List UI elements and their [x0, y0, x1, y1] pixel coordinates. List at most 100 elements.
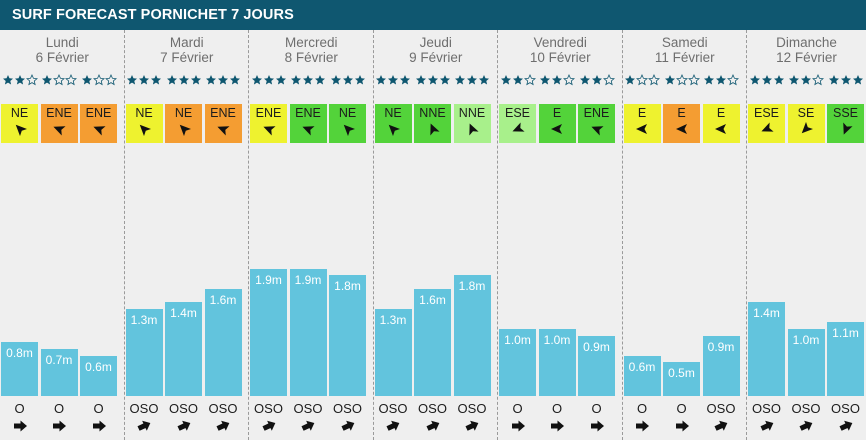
- wind-direction-label: ENE: [255, 106, 282, 120]
- swell-arrow-icon: [590, 420, 604, 432]
- wind-box: NE: [374, 104, 412, 143]
- page-title: SURF FORECAST PORNICHET 7 JOURS: [0, 0, 866, 30]
- day-date: 12 Février: [776, 50, 837, 65]
- star-filled-icon: [303, 75, 313, 85]
- swell-arrow: [624, 419, 661, 433]
- wave-height-bar: 1.6m: [414, 289, 451, 396]
- wave-height-bar: 0.5m: [663, 362, 700, 396]
- forecast-slot: ENE 0.9m O: [578, 30, 615, 440]
- wave-height-bar: 1.0m: [538, 329, 576, 396]
- wave-height-bar: 0.9m: [702, 336, 740, 396]
- day-column: Samedi 11 Février E 0.6m O E 0.5m O E 0.9m OSO: [622, 30, 747, 440]
- star-filled-icon: [552, 75, 562, 85]
- swell-arrow: [788, 419, 825, 433]
- swell-arrow-icon: [465, 420, 479, 431]
- forecast-slot: NNE 1.8m OSO: [453, 30, 491, 440]
- wave-height-label: 0.5m: [668, 366, 695, 380]
- wave-height-bar: 0.8m: [1, 342, 38, 396]
- day-date: 9 Février: [409, 50, 463, 65]
- wave-height-label: 1.9m: [294, 273, 322, 287]
- wind-box: NE: [165, 104, 202, 143]
- wave-height-label: 1.0m: [504, 333, 531, 347]
- wind-box: ENE: [204, 104, 242, 143]
- forecast-slot: NE 1.3m OSO: [125, 30, 163, 440]
- star-empty-icon: [687, 74, 700, 86]
- rating-stars: [165, 74, 202, 88]
- wind-box: SE: [787, 104, 825, 143]
- rating-stars: [578, 74, 615, 88]
- wave-height-label: 1.8m: [458, 279, 486, 293]
- swell-arrow-icon: [262, 420, 275, 431]
- forecast-slot: SSE 1.1m OSO: [827, 30, 864, 440]
- star-filled-icon: [42, 75, 52, 85]
- swell-arrow: [499, 419, 536, 433]
- star-filled-icon: [178, 75, 189, 85]
- days-container: Lundi 6 Février NE 0.8m O ENE 0.7m O ENE 0.6m O Mar…: [0, 30, 866, 440]
- wind-box: E: [623, 104, 661, 143]
- wind-arrow-icon: [343, 124, 355, 136]
- star-filled-icon: [761, 75, 772, 85]
- day-column: Vendredi 10 Février ESE 1.0m O E 1.0m O ENE 0.9m O: [498, 30, 623, 440]
- rating-stars: [748, 74, 785, 88]
- swell-arrow: [375, 419, 412, 433]
- rating-stars: [1, 74, 38, 88]
- rating-stars: [126, 74, 163, 88]
- day-separator: [123, 30, 125, 440]
- star-filled-icon: [591, 75, 602, 85]
- swell-direction-label: O: [676, 401, 687, 416]
- wind-arrow-icon: [590, 126, 604, 136]
- star-filled-icon: [315, 75, 325, 85]
- wave-height-bar: 1.3m: [125, 309, 163, 396]
- star-empty-icon: [602, 74, 615, 86]
- wind-arrow-icon: [302, 126, 315, 136]
- star-filled-icon: [230, 75, 240, 85]
- wind-arrow-icon: [636, 124, 647, 134]
- star-filled-icon: [512, 75, 523, 85]
- swell-arrow-icon: [216, 420, 230, 431]
- rating-stars: [663, 74, 700, 88]
- wind-box: SSE: [827, 104, 864, 143]
- star-filled-icon: [291, 75, 301, 85]
- wind-arrow-icon: [801, 122, 813, 134]
- star-filled-icon: [579, 75, 590, 85]
- rating-stars: [499, 74, 536, 88]
- star-empty-icon: [563, 74, 575, 86]
- wind-box: ESE: [748, 104, 785, 143]
- forecast-slot: ENE 0.7m O: [40, 30, 78, 440]
- star-filled-icon: [852, 75, 863, 85]
- wind-direction-label: ENE: [85, 106, 112, 120]
- wave-height-bar: 1.0m: [499, 329, 536, 396]
- forecast-slot: NE 1.8m OSO: [329, 30, 366, 440]
- star-empty-icon: [727, 74, 739, 86]
- star-filled-icon: [400, 75, 410, 85]
- wave-height-label: 1.9m: [255, 273, 282, 287]
- rating-stars: [205, 74, 242, 88]
- rating-stars: [788, 74, 825, 88]
- wave-height-bar: 1.1m: [827, 322, 864, 396]
- forecast-slot: E 0.6m O: [623, 30, 661, 440]
- star-empty-icon: [523, 74, 536, 86]
- swell-arrow-icon: [636, 420, 649, 432]
- swell-direction-label: OSO: [831, 401, 860, 416]
- wave-height-label: 1.8m: [334, 279, 361, 293]
- star-filled-icon: [275, 75, 286, 85]
- rating-stars: [454, 74, 491, 88]
- star-filled-icon: [773, 75, 784, 85]
- swell-arrow-icon: [53, 420, 66, 432]
- wave-height-bar: 1.8m: [329, 275, 366, 396]
- swell-arrow: [748, 419, 785, 433]
- rating-stars: [329, 74, 366, 88]
- wind-box: ENE: [40, 104, 78, 143]
- swell-direction-label: O: [53, 401, 65, 416]
- wind-arrow-icon: [429, 123, 440, 136]
- star-filled-icon: [139, 75, 149, 85]
- day-date: 10 Février: [529, 50, 591, 65]
- swell-arrow-icon: [511, 420, 525, 432]
- wave-height-label: 1.6m: [419, 293, 446, 307]
- wind-box: ENE: [250, 104, 287, 143]
- swell-direction-label: O: [14, 401, 25, 416]
- wave-height-bar: 1.4m: [748, 302, 785, 396]
- swell-arrow-icon: [714, 420, 728, 431]
- forecast-slot: ENE 1.9m OSO: [250, 30, 287, 440]
- swell-direction-label: O: [551, 401, 563, 416]
